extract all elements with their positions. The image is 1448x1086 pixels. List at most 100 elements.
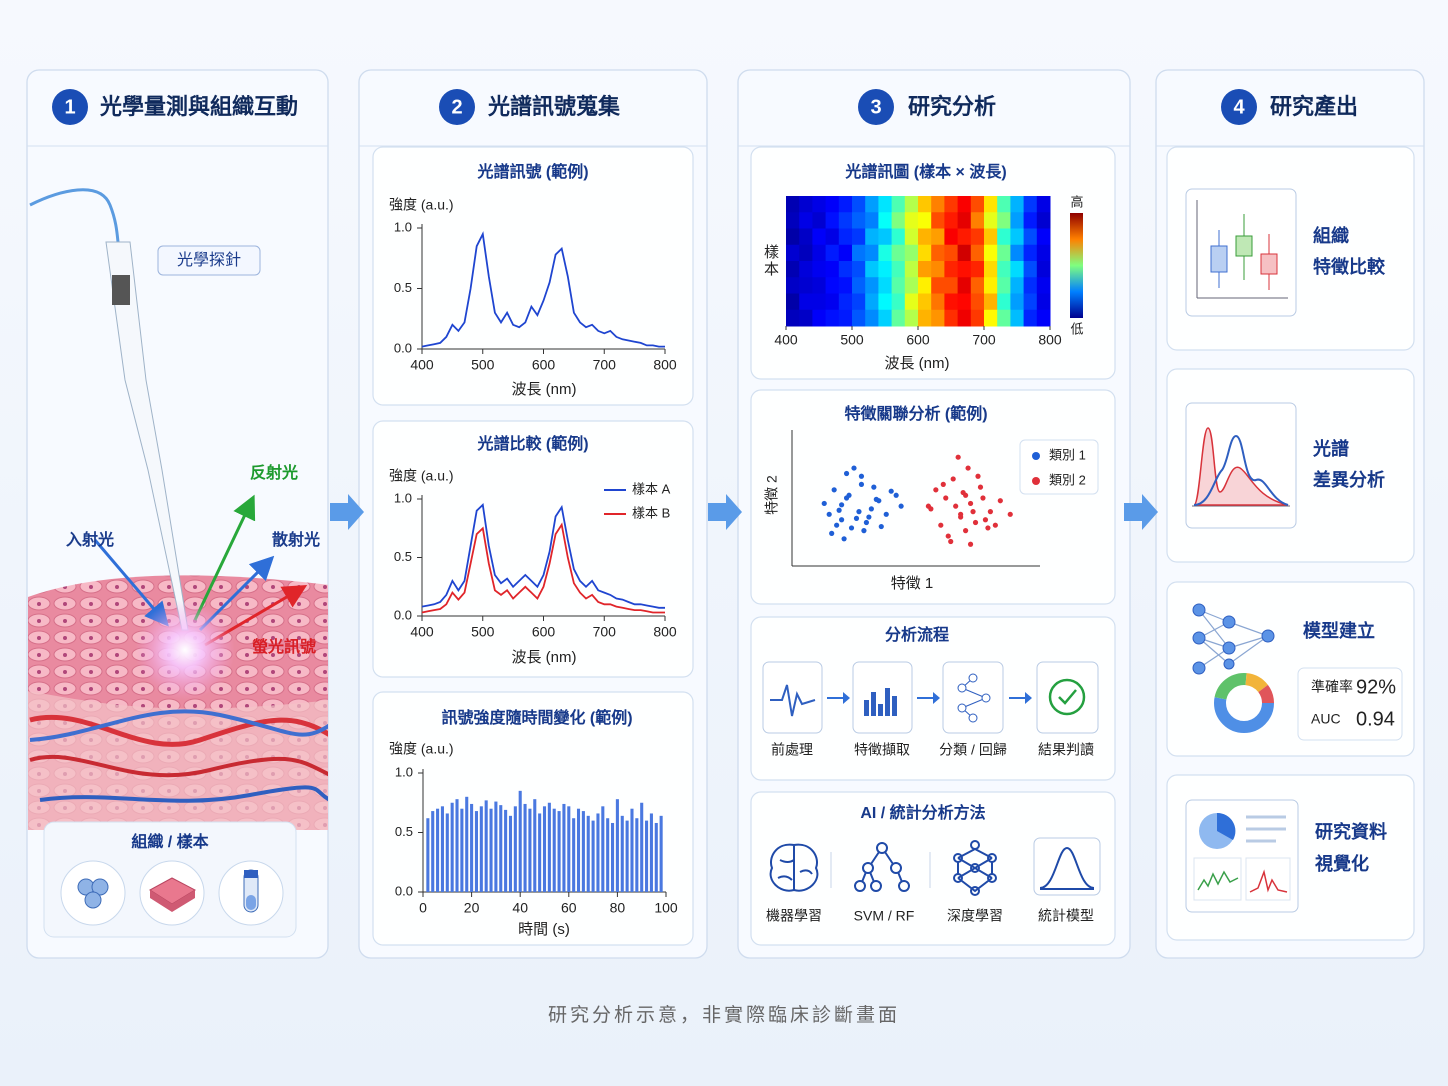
heatmap-cell	[786, 212, 800, 229]
tissue-illustration	[29, 709, 328, 742]
output-text: 組織	[1313, 225, 1349, 246]
bar	[606, 818, 610, 892]
scatter-point	[858, 473, 865, 479]
heatmap-cell	[931, 212, 945, 229]
heatmap-cell	[865, 228, 879, 246]
heatmap-cell	[812, 196, 827, 213]
output-text: 差異分析	[1313, 469, 1385, 490]
bar	[508, 815, 513, 892]
x-axis-label: 波長 (nm)	[885, 355, 950, 372]
heatmap-cell	[931, 277, 945, 294]
method-icons	[957, 848, 993, 893]
y-tick-label: 1.0	[395, 764, 413, 779]
flow-arrows	[708, 494, 742, 530]
heatmap-cell	[891, 277, 906, 294]
y-tick-label: 1.0	[394, 219, 412, 234]
scatter-point	[839, 502, 845, 508]
x-tick-label: 700	[593, 357, 617, 373]
colorbar-high: 高	[1070, 194, 1083, 209]
y-tick-label: 0.0	[394, 607, 412, 622]
heatmap-cell	[799, 196, 813, 213]
scatter-point	[997, 498, 1003, 504]
y-tick-label: 0.5	[394, 549, 412, 564]
heatmap-cell	[878, 196, 893, 213]
heatmap-cell	[878, 212, 893, 229]
probe-label-box	[157, 245, 261, 276]
heatmap-cell	[799, 261, 813, 278]
bar	[445, 813, 449, 892]
heatmap-cell	[838, 244, 853, 262]
heatmap-cell	[944, 244, 959, 262]
heatmap-cell	[918, 196, 932, 213]
y-axis-label: 強度 (a.u.)	[389, 468, 454, 484]
workflow-icons	[1048, 678, 1086, 716]
x-tick-label: 600	[906, 332, 930, 348]
heatmap-cell	[825, 244, 840, 262]
scatter-point	[945, 533, 951, 539]
bar	[484, 800, 488, 892]
step-headers	[52, 89, 88, 125]
workflow-icons	[917, 692, 940, 704]
heatmap-cell	[825, 309, 840, 327]
bar	[640, 802, 644, 892]
workflow-icons	[892, 696, 897, 716]
bar	[426, 818, 430, 892]
step-title: 研究產出	[1270, 94, 1358, 119]
output-icons	[1192, 603, 1275, 675]
heatmap-cell	[812, 309, 827, 327]
scatter-point	[950, 476, 956, 482]
x-tick-label: 500	[471, 624, 495, 640]
heatmap-cell	[852, 261, 866, 278]
scatter-point	[848, 525, 855, 531]
bar	[659, 815, 663, 892]
heatmap-cell	[970, 309, 985, 327]
output-icons	[1235, 235, 1253, 257]
heatmap-cell	[838, 309, 853, 327]
output-icons	[1192, 603, 1206, 617]
heatmap-cell	[931, 309, 945, 327]
workflow-icons	[885, 688, 890, 716]
output-text: 特徵比較	[1313, 256, 1386, 277]
heatmap-cell	[891, 261, 906, 278]
workflow-step: 結果判讀	[1038, 742, 1094, 758]
heatmap-cell	[944, 309, 959, 327]
bar	[450, 802, 454, 892]
heatmap-cell	[825, 228, 840, 246]
heatmap-cell	[786, 261, 800, 278]
step-headers	[439, 89, 475, 125]
scatter-point	[985, 525, 991, 531]
workflow-icons	[827, 692, 850, 704]
heatmap-cell	[825, 261, 840, 278]
heatmap-cell	[984, 309, 998, 327]
scatter-point	[965, 465, 971, 471]
scatter-point	[992, 522, 998, 528]
heatmap-cell	[984, 293, 998, 311]
heatmap-cell	[799, 212, 813, 229]
x-tick-label: 400	[410, 624, 434, 640]
heatmap-cell	[984, 261, 998, 278]
heatmap-cell	[984, 244, 998, 262]
cards	[750, 791, 1116, 946]
scatter-point	[843, 470, 850, 477]
heatmap-cell	[1036, 244, 1051, 262]
legend-swatch	[1032, 477, 1040, 485]
heatmap-cell	[1023, 196, 1038, 213]
heatmap-cell	[997, 212, 1011, 229]
scatter-point	[858, 481, 865, 487]
heatmap-cell	[1036, 309, 1051, 327]
scatter-point	[943, 495, 949, 501]
scatter-point	[975, 473, 981, 479]
heatmap-cell	[918, 212, 932, 229]
output-icons	[1214, 673, 1274, 733]
bar	[630, 808, 634, 892]
scatter-point	[953, 503, 959, 509]
scatter-point	[873, 496, 879, 502]
heatmap-cell	[970, 244, 985, 262]
heatmap-cell	[957, 196, 972, 213]
y-tick-label: 0.5	[394, 280, 412, 295]
output-icons	[1246, 815, 1286, 843]
heatmap-cell	[904, 228, 919, 246]
y-axis-label: 樣本	[762, 244, 779, 278]
chart-title: 光譜比較 (範例)	[476, 434, 588, 453]
heatmap-cell	[904, 196, 919, 213]
